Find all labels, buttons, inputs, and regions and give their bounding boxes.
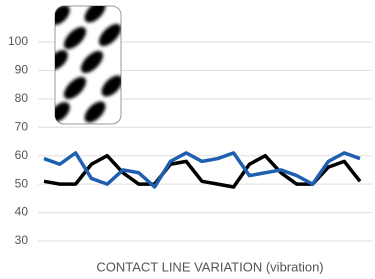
mesh-image [45,0,127,126]
y-tick-label: 30 [15,233,29,247]
y-tick-label: 80 [15,91,29,105]
chart: 30 40 50 60 70 80 90 100 CONTACT LINE VARIATION… [0,0,375,279]
y-tick-label: 100 [8,34,28,48]
y-tick-label: 40 [15,205,29,219]
y-tick-label: 90 [15,63,29,77]
y-tick-label: 70 [15,119,29,133]
y-tick-label: 60 [15,148,29,162]
y-tick-label: 50 [15,176,29,190]
x-axis-label: CONTACT LINE VARIATION (vibration) [96,259,323,274]
page: 30 40 50 60 70 80 90 100 CONTACT LINE VARIATION… [0,0,375,279]
